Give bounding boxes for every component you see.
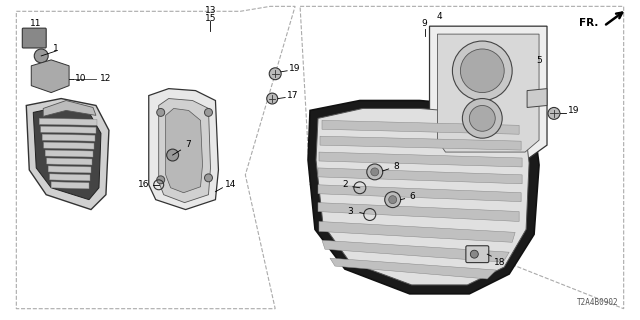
Text: 5: 5	[536, 56, 542, 65]
Polygon shape	[51, 182, 89, 189]
Text: 4: 4	[436, 12, 442, 21]
Polygon shape	[322, 240, 509, 262]
Text: FR.: FR.	[579, 18, 599, 28]
Text: 14: 14	[225, 180, 236, 189]
Text: 12: 12	[100, 74, 111, 83]
Circle shape	[470, 250, 478, 258]
Text: 3: 3	[347, 207, 353, 216]
Text: 11: 11	[29, 19, 41, 28]
Text: 13: 13	[205, 6, 216, 15]
Polygon shape	[318, 203, 519, 221]
FancyBboxPatch shape	[22, 28, 46, 48]
Polygon shape	[33, 107, 101, 200]
Polygon shape	[429, 26, 547, 160]
Polygon shape	[316, 108, 529, 285]
Circle shape	[166, 149, 179, 161]
Polygon shape	[41, 126, 96, 133]
Text: 15: 15	[205, 14, 216, 23]
Circle shape	[460, 49, 504, 92]
Polygon shape	[330, 258, 496, 279]
Polygon shape	[319, 152, 522, 167]
Polygon shape	[318, 185, 521, 202]
Polygon shape	[322, 120, 519, 134]
Polygon shape	[318, 168, 522, 184]
Polygon shape	[31, 60, 69, 92]
Circle shape	[267, 93, 278, 104]
Circle shape	[367, 164, 383, 180]
Circle shape	[452, 41, 512, 100]
Text: 7: 7	[186, 140, 191, 148]
Text: T2A4B0902: T2A4B0902	[577, 298, 619, 307]
Circle shape	[205, 174, 212, 182]
Circle shape	[548, 108, 560, 119]
Polygon shape	[50, 174, 90, 181]
Text: 18: 18	[493, 258, 505, 267]
Text: 19: 19	[289, 64, 301, 73]
Circle shape	[385, 192, 401, 208]
Circle shape	[462, 99, 502, 138]
Polygon shape	[45, 150, 93, 157]
Polygon shape	[47, 158, 92, 165]
Polygon shape	[148, 89, 218, 210]
Polygon shape	[319, 221, 515, 242]
Polygon shape	[44, 142, 94, 149]
Text: 17: 17	[287, 91, 299, 100]
Text: 2: 2	[342, 180, 348, 189]
Text: 8: 8	[394, 163, 399, 172]
Circle shape	[269, 68, 281, 80]
Polygon shape	[26, 99, 109, 210]
Circle shape	[469, 106, 495, 131]
Circle shape	[157, 176, 164, 184]
Circle shape	[157, 108, 164, 116]
Polygon shape	[527, 89, 547, 108]
Text: 1: 1	[53, 44, 59, 53]
Text: 6: 6	[410, 192, 415, 201]
Polygon shape	[320, 136, 521, 150]
Text: 9: 9	[422, 19, 428, 28]
Polygon shape	[159, 99, 211, 203]
Circle shape	[205, 108, 212, 116]
Polygon shape	[308, 100, 539, 294]
Polygon shape	[48, 166, 91, 173]
Polygon shape	[39, 118, 97, 125]
Circle shape	[371, 168, 379, 176]
Text: 16: 16	[138, 180, 150, 189]
FancyBboxPatch shape	[466, 246, 489, 263]
Polygon shape	[42, 134, 95, 141]
Text: 19: 19	[568, 106, 580, 115]
Text: 10: 10	[76, 74, 87, 83]
Circle shape	[388, 196, 397, 204]
Circle shape	[35, 49, 48, 63]
Polygon shape	[166, 108, 202, 193]
Polygon shape	[44, 100, 96, 116]
Polygon shape	[438, 34, 539, 152]
